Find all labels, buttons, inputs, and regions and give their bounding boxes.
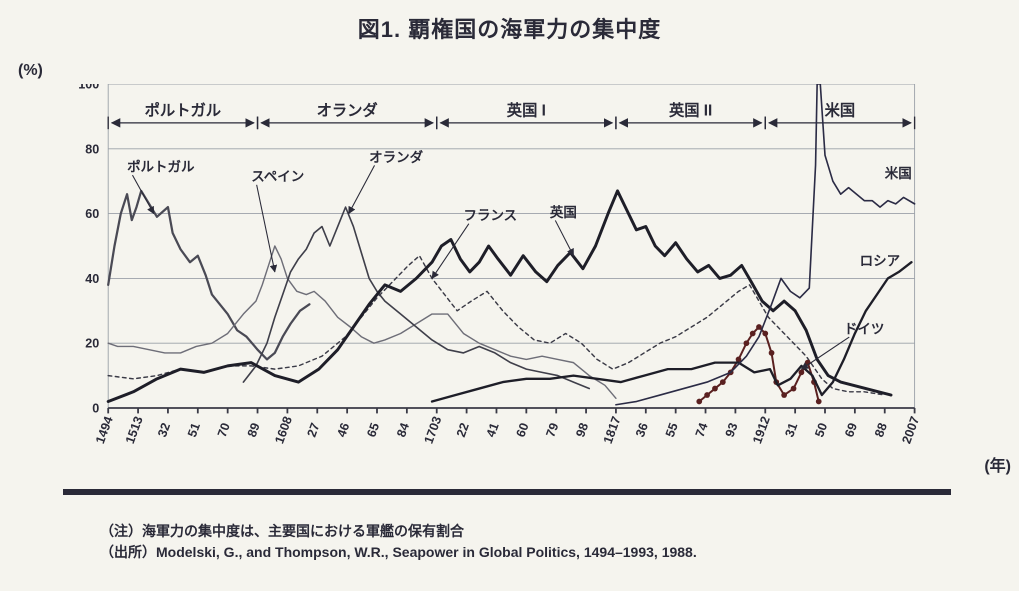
svg-text:70: 70 <box>215 421 233 439</box>
svg-text:ポルトガル: ポルトガル <box>145 102 221 120</box>
svg-text:60: 60 <box>85 207 99 221</box>
svg-text:50: 50 <box>812 421 830 439</box>
svg-text:英国 I: 英国 I <box>507 102 546 120</box>
label-netherlands: オランダ <box>369 149 423 165</box>
svg-text:88: 88 <box>872 421 890 439</box>
naval-power-chart: 0 20 40 60 80 100 1494 1513 32 51 70 89 1608 27 46 65 8… <box>55 84 975 444</box>
label-germany: ドイツ <box>844 321 885 336</box>
svg-text:79: 79 <box>543 421 561 439</box>
note-text: （注）海軍力の集中度は、主要国における軍艦の保有割合 <box>100 522 940 541</box>
series-netherlands <box>243 207 589 388</box>
svg-text:74: 74 <box>693 421 711 439</box>
series <box>108 84 914 405</box>
svg-text:98: 98 <box>573 421 591 439</box>
svg-text:55: 55 <box>663 421 681 439</box>
svg-text:40: 40 <box>85 272 99 286</box>
svg-text:1703: 1703 <box>422 414 445 444</box>
svg-text:69: 69 <box>842 421 860 439</box>
svg-text:22: 22 <box>454 421 472 439</box>
series-portugal <box>108 191 309 359</box>
label-russia: ロシア <box>860 253 901 268</box>
svg-text:93: 93 <box>723 421 741 439</box>
svg-text:60: 60 <box>514 421 532 439</box>
svg-text:1513: 1513 <box>123 414 146 444</box>
svg-text:オランダ: オランダ <box>317 102 379 120</box>
svg-text:1912: 1912 <box>750 414 773 444</box>
baseline-rule <box>55 487 975 497</box>
svg-text:27: 27 <box>305 421 323 439</box>
svg-text:0: 0 <box>92 402 99 416</box>
svg-text:84: 84 <box>394 421 412 439</box>
label-france: フランス <box>463 208 517 223</box>
y-axis: 0 20 40 60 80 100 <box>78 84 99 416</box>
chart-title: 図1. 覇権国の海軍力の集中度 <box>0 12 1019 44</box>
svg-text:英国 II: 英国 II <box>669 102 712 120</box>
label-portugal: ポルトガル <box>127 158 195 174</box>
gridlines <box>108 84 914 408</box>
svg-text:米国: 米国 <box>825 102 856 120</box>
x-axis: 1494 1513 32 51 70 89 1608 27 46 65 84 1703 22 41 60 79… <box>93 408 922 444</box>
svg-text:1817: 1817 <box>601 414 624 444</box>
label-usa: 米国 <box>885 165 912 181</box>
svg-text:100: 100 <box>78 84 99 92</box>
svg-text:89: 89 <box>245 421 263 439</box>
svg-text:2007: 2007 <box>899 414 922 444</box>
series-spain <box>108 246 616 398</box>
label-britain: 英国 <box>549 204 577 220</box>
series-usa <box>616 84 915 405</box>
era-brackets: ポルトガル オランダ 英国 I 英国 II 米国 <box>108 102 914 129</box>
svg-text:65: 65 <box>364 421 382 439</box>
svg-text:1494: 1494 <box>93 414 116 444</box>
svg-text:51: 51 <box>185 421 203 439</box>
label-spain: スペイン <box>251 169 304 184</box>
svg-text:20: 20 <box>85 337 99 351</box>
x-axis-unit: (年) <box>984 452 1011 476</box>
svg-text:1608: 1608 <box>272 414 295 444</box>
svg-text:46: 46 <box>334 421 352 439</box>
series-france <box>108 256 885 395</box>
svg-text:80: 80 <box>85 142 99 156</box>
svg-text:31: 31 <box>782 421 800 439</box>
svg-text:32: 32 <box>155 421 173 439</box>
source-text: （出所）Modelski, G., and Thompson, W.R., Se… <box>100 543 940 562</box>
y-axis-unit: (%) <box>18 62 43 80</box>
svg-text:41: 41 <box>484 421 502 439</box>
footnotes: （注）海軍力の集中度は、主要国における軍艦の保有割合 （出所）Modelski,… <box>100 522 940 564</box>
svg-text:36: 36 <box>633 421 651 439</box>
